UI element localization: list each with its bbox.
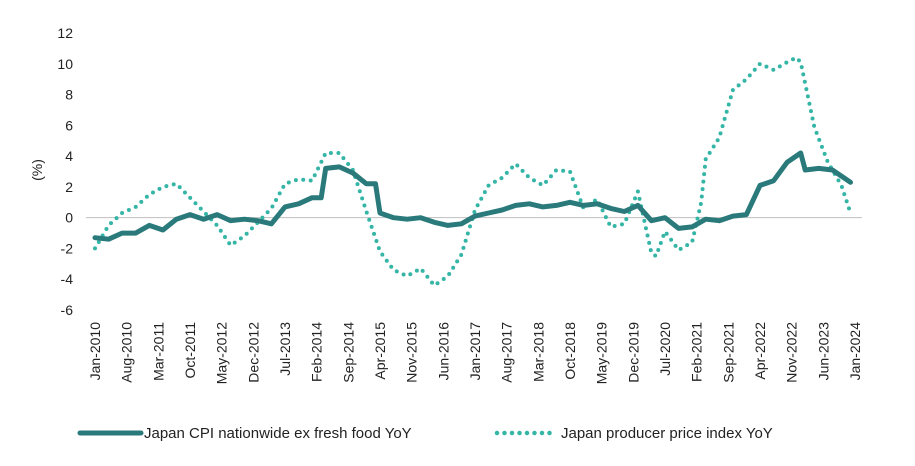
x-tick-label: Apr-2015 [372, 322, 388, 380]
x-tick-label: Oct-2018 [562, 322, 578, 380]
x-tick-label: Jun-2016 [435, 322, 451, 381]
y-tick-label: -4 [61, 271, 74, 287]
x-tick-label: Jan-2010 [87, 322, 103, 381]
x-tick-label: Aug-2010 [119, 322, 135, 383]
x-tick-label: Mar-2011 [150, 322, 166, 381]
legend: Japan CPI nationwide ex fresh food YoY J… [77, 425, 773, 442]
y-tick-label: 4 [65, 148, 73, 164]
x-tick-label: Jun-2023 [815, 322, 831, 381]
x-tick-label: Sep-2021 [720, 322, 736, 383]
x-tick-label: Feb-2014 [309, 322, 325, 382]
x-axis-ticks: Jan-2010 Aug-2010 Mar-2011 Oct-2011 May-2012… [87, 322, 863, 384]
x-tick-label: Jul-2013 [277, 322, 293, 376]
x-tick-label: Jul-2020 [657, 322, 673, 376]
x-tick-label: Oct-2011 [182, 322, 198, 379]
x-tick-label: Feb-2021 [689, 322, 705, 382]
x-tick-label: Aug-2017 [499, 322, 515, 383]
x-tick-label: Dec-2012 [245, 322, 261, 383]
x-tick-label: May-2012 [214, 322, 230, 384]
y-tick-label: 12 [57, 25, 73, 41]
series-line-ppi [93, 55, 853, 288]
y-tick-label: 8 [65, 87, 73, 103]
y-tick-label: -2 [61, 240, 74, 256]
x-tick-label: Nov-2015 [404, 322, 420, 383]
x-tick-label: Dec-2019 [625, 322, 641, 383]
x-tick-label: Jan-2024 [847, 322, 863, 381]
y-tick-label: 6 [65, 117, 73, 133]
y-tick-label: -6 [61, 302, 74, 318]
legend-label-cpi: Japan CPI nationwide ex fresh food YoY [144, 425, 412, 442]
y-axis-label: (%) [29, 159, 45, 181]
y-axis-ticks: -6 -4 -2 0 2 4 6 8 10 12 [57, 25, 73, 318]
x-tick-label: Mar-2018 [530, 322, 546, 382]
y-tick-label: 10 [57, 56, 73, 72]
y-tick-label: 0 [65, 210, 73, 226]
x-tick-label: Apr-2022 [752, 322, 768, 380]
legend-label-ppi: Japan producer price index YoY [561, 425, 773, 442]
x-tick-label: Nov-2022 [784, 322, 800, 383]
x-tick-label: May-2019 [594, 322, 610, 384]
series-layer [92, 55, 853, 288]
y-tick-label: 2 [65, 179, 73, 195]
x-tick-label: Sep-2014 [340, 322, 356, 383]
series-line-cpi [92, 150, 853, 242]
x-tick-label: Jan-2017 [467, 322, 483, 381]
